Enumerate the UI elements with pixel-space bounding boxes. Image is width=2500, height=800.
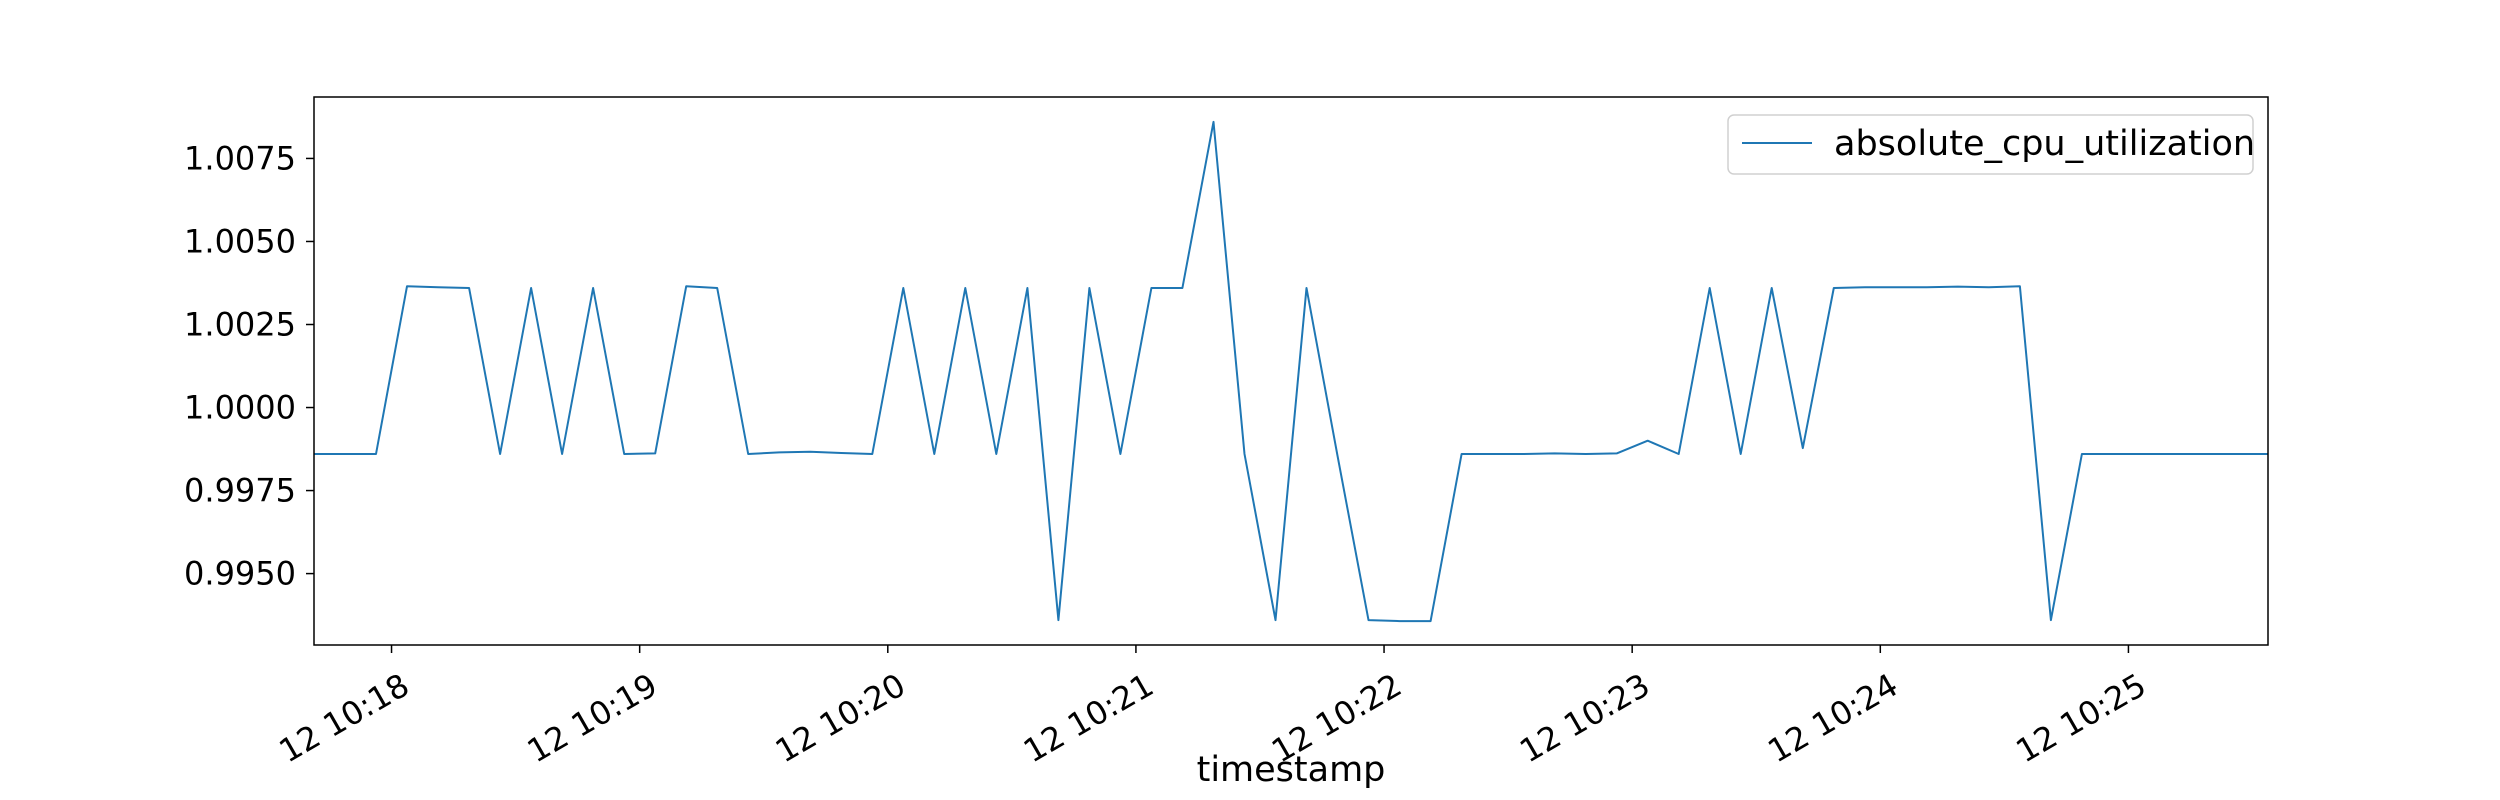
- x-tick-label: 12 10:24: [1761, 666, 1904, 770]
- x-tick-label: 12 10:23: [1513, 666, 1656, 770]
- legend-box: [1727, 114, 2254, 175]
- y-tick-label: 1.0000: [184, 389, 296, 427]
- legend-entry-absolute-cpu-utilization: absolute_cpu_utilization: [1834, 124, 2255, 164]
- y-tick-label: 0.9950: [184, 555, 296, 593]
- plot-area: [314, 97, 2268, 645]
- x-tick-label: 12 10:19: [521, 666, 664, 770]
- plot-frame: [313, 96, 2269, 646]
- y-tick-label: 1.0075: [184, 139, 296, 177]
- series-line-0: [314, 120, 2268, 623]
- x-tick-label: 12 10:25: [2009, 666, 2152, 770]
- y-tick-label: 0.9975: [184, 472, 296, 510]
- x-tick-label: 12 10:20: [769, 666, 912, 770]
- x-tick-label: 12 10:21: [1017, 666, 1160, 770]
- x-tick-label: 12 10:18: [273, 666, 416, 770]
- y-tick-label: 1.0050: [184, 222, 296, 260]
- y-axis: 0.9950 0.9975 1.0000 1.0025 1.0050 1.0075: [184, 139, 314, 593]
- y-tick-label: 1.0025: [184, 306, 296, 344]
- series-layer: [314, 120, 2268, 623]
- x-axis-label: timestamp: [1197, 750, 1386, 790]
- legend: absolute_cpu_utilization: [1727, 114, 2255, 175]
